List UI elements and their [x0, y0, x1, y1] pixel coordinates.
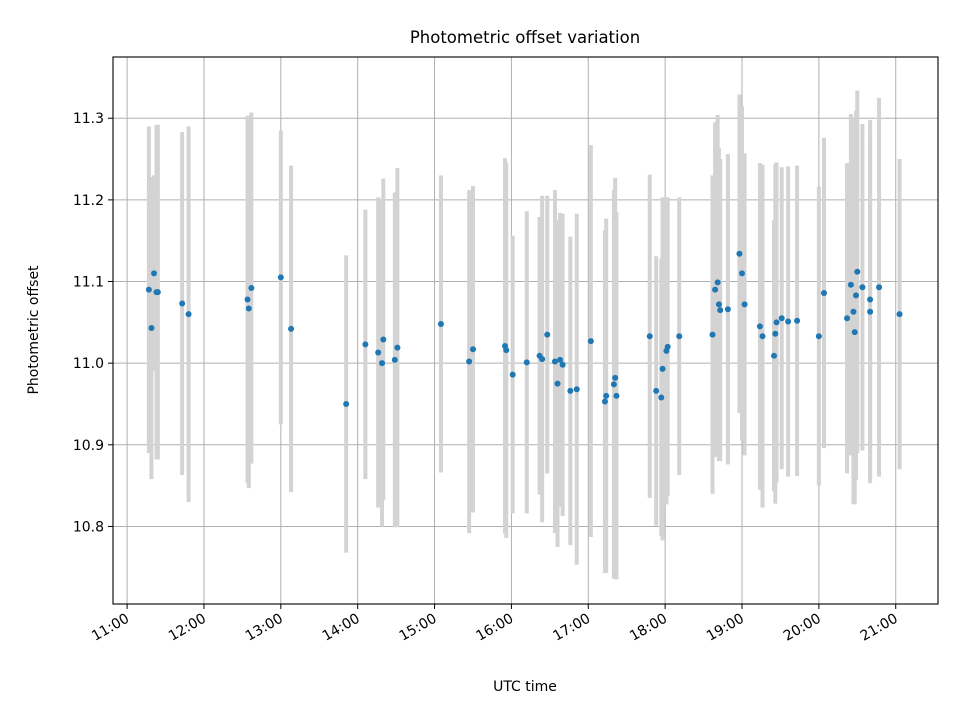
data-point	[714, 279, 721, 286]
y-tick-label: 10.9	[73, 438, 104, 454]
data-point	[437, 320, 444, 327]
data-point	[185, 311, 192, 318]
y-tick-label: 11.2	[73, 193, 104, 209]
data-point	[658, 394, 665, 401]
data-point	[844, 315, 851, 322]
data-point	[557, 356, 564, 363]
data-point	[343, 400, 350, 407]
data-point	[179, 300, 186, 307]
data-point	[756, 323, 763, 330]
data-point	[277, 274, 284, 281]
data-point	[362, 341, 369, 348]
data-point	[876, 284, 883, 291]
data-point	[248, 285, 255, 292]
data-point	[603, 392, 610, 399]
data-point	[244, 296, 251, 303]
y-tick-label: 11.1	[73, 275, 104, 291]
data-point	[771, 352, 778, 359]
data-point	[509, 371, 516, 378]
data-point	[154, 289, 161, 296]
data-point	[145, 286, 152, 293]
data-points	[145, 250, 903, 407]
y-axis-ticks: 10.8 10.9 11.0 11.1 11.2 11.3	[73, 111, 113, 535]
data-point	[601, 398, 608, 405]
data-point	[709, 331, 716, 338]
data-point	[854, 268, 861, 275]
data-point	[653, 387, 660, 394]
data-point	[466, 358, 473, 365]
data-point	[712, 286, 719, 293]
data-point	[610, 381, 617, 388]
data-point	[150, 270, 157, 277]
data-point	[867, 308, 874, 315]
data-point	[394, 344, 401, 351]
data-point	[659, 365, 666, 372]
data-point	[288, 325, 295, 332]
data-point	[772, 330, 779, 337]
x-axis-label: UTC time	[493, 679, 557, 695]
data-point	[815, 333, 822, 340]
data-point	[664, 343, 671, 350]
data-point	[379, 360, 386, 367]
data-point	[778, 315, 785, 322]
data-point	[567, 387, 574, 394]
data-point	[736, 250, 743, 257]
data-point	[785, 318, 792, 325]
data-point	[847, 281, 854, 288]
y-tick-label: 10.8	[73, 519, 104, 535]
y-axis-label: Photometric offset	[26, 265, 42, 395]
data-point	[375, 349, 382, 356]
data-point	[773, 319, 780, 326]
data-point	[859, 284, 866, 291]
data-point	[741, 301, 748, 308]
data-point	[738, 270, 745, 277]
chart-title: Photometric offset variation	[410, 28, 640, 47]
y-tick-label: 11.0	[73, 356, 104, 372]
plot-area-frame	[112, 56, 939, 605]
data-point	[715, 301, 722, 308]
data-point	[612, 374, 619, 381]
data-point	[896, 311, 903, 318]
data-point	[759, 333, 766, 340]
data-point	[724, 306, 731, 313]
data-point	[587, 338, 594, 345]
data-point	[676, 333, 683, 340]
data-point	[380, 336, 387, 343]
data-point	[539, 356, 546, 363]
data-point	[245, 305, 252, 312]
data-point	[523, 359, 530, 366]
data-point	[148, 325, 155, 332]
data-point	[469, 346, 476, 353]
data-point	[850, 308, 857, 315]
data-point	[794, 317, 801, 324]
data-point	[851, 329, 858, 336]
data-point	[573, 386, 580, 393]
data-point	[391, 356, 398, 363]
data-point	[503, 347, 510, 354]
data-point	[544, 331, 551, 338]
data-point	[646, 333, 653, 340]
data-point	[867, 296, 874, 303]
y-tick-label: 11.3	[73, 111, 104, 127]
data-point	[717, 307, 724, 314]
data-point	[820, 289, 827, 296]
data-point	[853, 292, 860, 299]
data-point	[551, 358, 558, 365]
data-point	[559, 361, 566, 368]
data-point	[613, 392, 620, 399]
data-point	[554, 380, 561, 387]
